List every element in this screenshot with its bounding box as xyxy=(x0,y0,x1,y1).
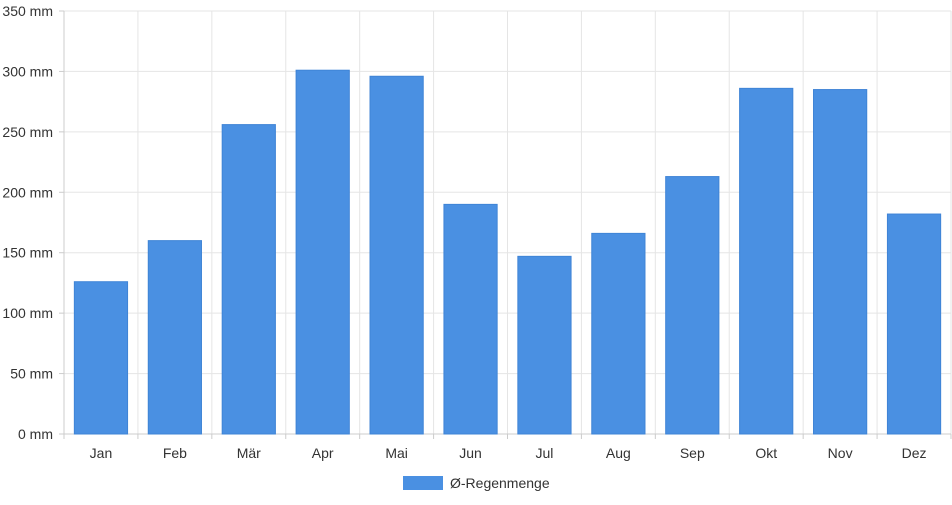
x-tick-label: Okt xyxy=(755,445,777,461)
bar-1[interactable] xyxy=(73,281,129,435)
y-tick-label: 250 mm xyxy=(2,124,53,140)
grid xyxy=(63,10,952,435)
y-tick-label: 100 mm xyxy=(2,305,53,321)
bar-7[interactable] xyxy=(517,255,572,435)
x-tick-label: Feb xyxy=(163,445,187,461)
bar-2[interactable] xyxy=(147,240,202,435)
y-tick-label: 0 mm xyxy=(18,426,53,442)
legend-swatch[interactable] xyxy=(403,476,443,490)
bar-11[interactable] xyxy=(813,89,868,435)
bar-5[interactable] xyxy=(369,75,424,435)
x-tick-label: Jan xyxy=(90,445,113,461)
bar-6[interactable] xyxy=(443,203,498,435)
y-tick-label: 350 mm xyxy=(2,3,53,19)
y-tick-labels: 0 mm 50 mm 100 mm 150 mm 200 mm 250 mm 300 mm 3… xyxy=(2,3,53,442)
y-tick-label: 200 mm xyxy=(2,184,53,200)
legend-label[interactable]: Ø-Regenmenge xyxy=(450,475,550,491)
bar-9[interactable] xyxy=(665,176,720,435)
x-tick-label: Apr xyxy=(312,445,334,461)
bar-8[interactable] xyxy=(591,232,646,435)
x-tick-label: Jul xyxy=(536,445,554,461)
x-tick-label: Dez xyxy=(902,445,927,461)
x-tick-label: Jun xyxy=(459,445,482,461)
bar-4[interactable] xyxy=(295,69,350,435)
bars xyxy=(73,69,942,435)
axes xyxy=(59,10,952,439)
x-tick-label: Sep xyxy=(680,445,705,461)
x-tick-label: Nov xyxy=(828,445,853,461)
x-tick-labels: Jan Feb Mär Apr Mai Jun Jul Aug Sep Okt Nov Dez xyxy=(90,445,927,461)
bar-10[interactable] xyxy=(739,87,794,435)
x-tick-label: Mär xyxy=(237,445,261,461)
y-tick-label: 150 mm xyxy=(2,245,53,261)
y-tick-label: 50 mm xyxy=(10,366,53,382)
legend[interactable]: Ø-Regenmenge xyxy=(403,475,550,491)
x-tick-label: Mai xyxy=(385,445,408,461)
bar-12[interactable] xyxy=(886,213,942,435)
x-tick-label: Aug xyxy=(606,445,631,461)
bar-3[interactable] xyxy=(221,124,276,435)
y-tick-label: 300 mm xyxy=(2,63,53,79)
